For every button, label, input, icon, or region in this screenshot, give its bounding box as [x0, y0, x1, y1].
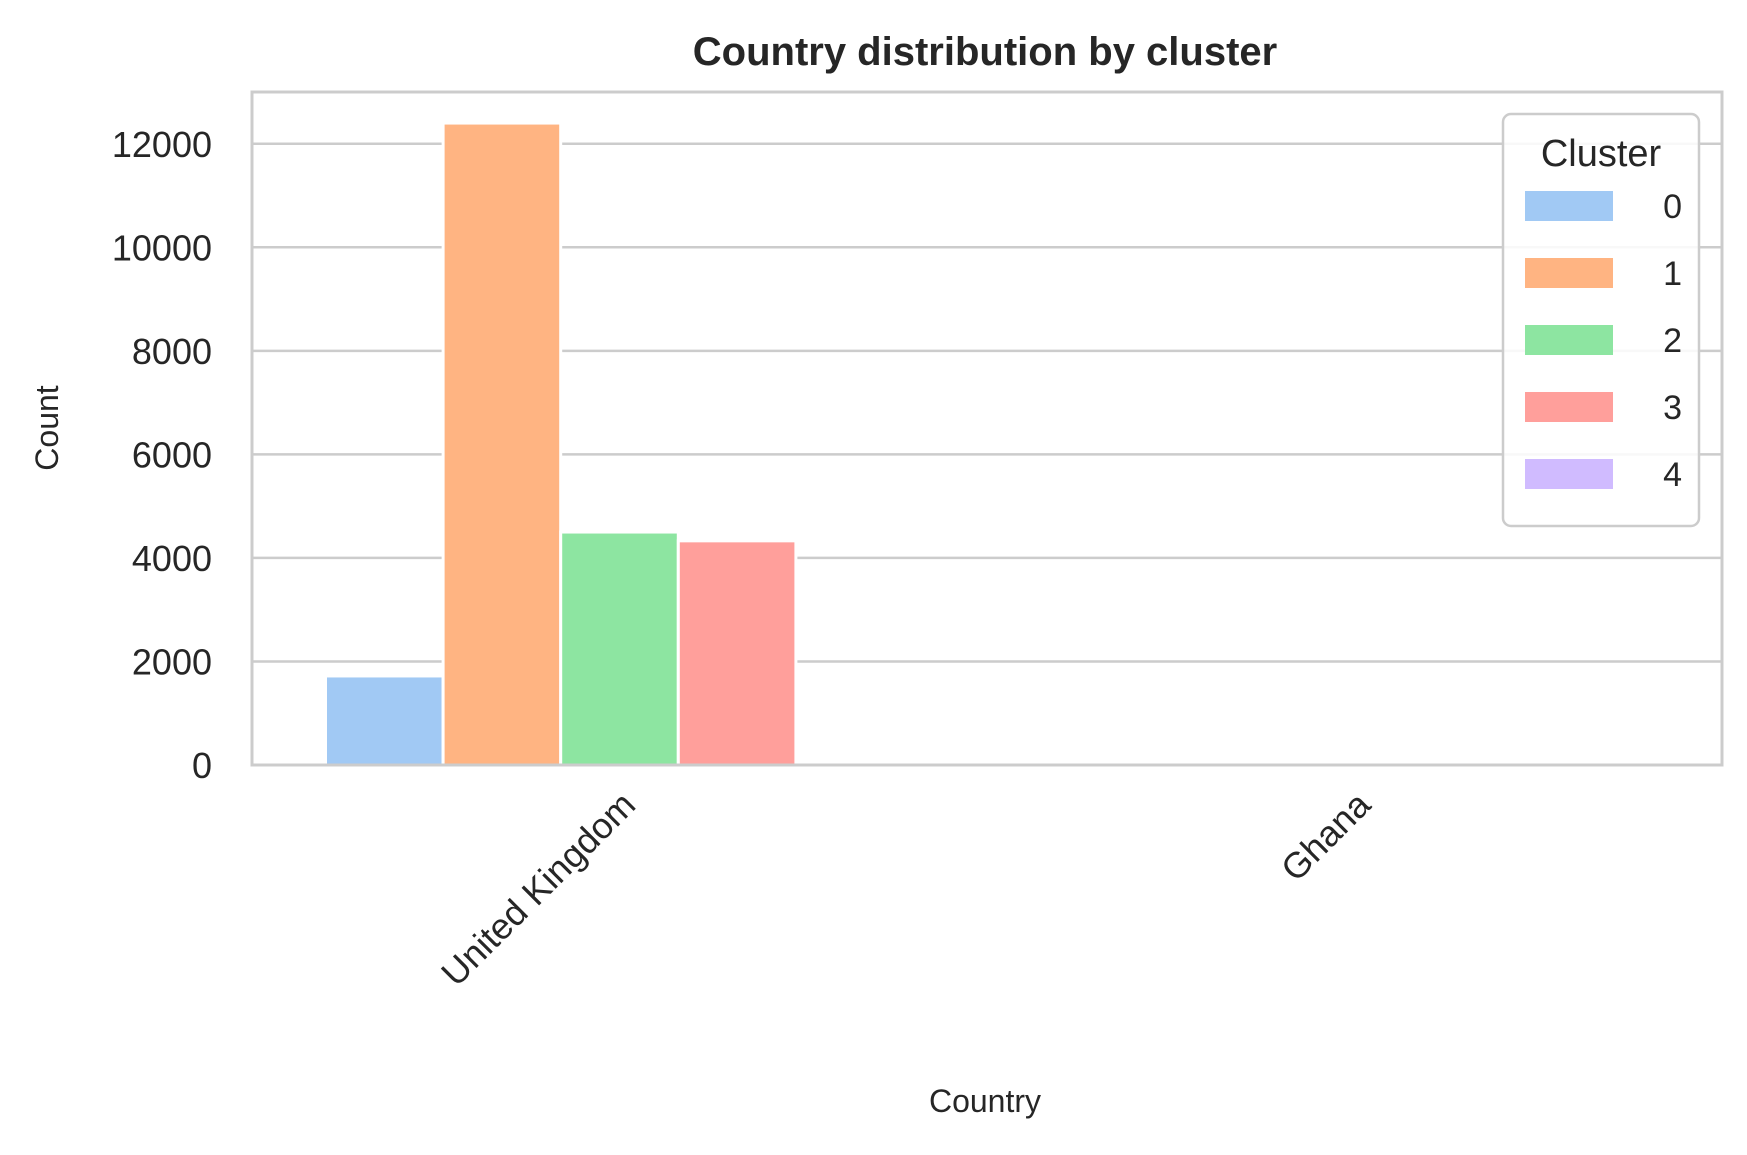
y-tick-label: 12000: [112, 124, 212, 165]
legend-label: 0: [1663, 188, 1682, 226]
legend-swatch: [1525, 258, 1613, 288]
bars: [324, 121, 798, 767]
legend-swatch: [1525, 191, 1613, 221]
y-axis-ticks: 0 2000 4000 6000 8000 10000 12000: [112, 124, 212, 786]
y-tick-label: 4000: [132, 538, 212, 579]
legend-label: 1: [1663, 255, 1682, 293]
y-tick-label: 0: [192, 745, 212, 786]
chart-title: Country distribution by cluster: [693, 30, 1277, 74]
legend-swatch: [1525, 459, 1613, 489]
bar-cluster-0-united-kingdom: [324, 674, 445, 767]
y-tick-label: 6000: [132, 434, 212, 475]
bar-cluster-1-united-kingdom: [441, 121, 563, 767]
y-axis-label: Count: [29, 385, 65, 471]
legend-label: 3: [1663, 389, 1682, 427]
legend: Cluster 0 1 2 3 4: [1501, 112, 1701, 528]
legend-label: 2: [1663, 322, 1682, 360]
legend-title: Cluster: [1541, 133, 1662, 175]
bar-cluster-3-united-kingdom: [676, 539, 798, 767]
legend-items: 0 1 2 3 4: [1525, 188, 1682, 494]
x-tick-label: Ghana: [1273, 783, 1379, 889]
plot-frame: [250, 90, 1724, 767]
legend-swatch: [1525, 325, 1613, 355]
x-axis-label: Country: [929, 1083, 1041, 1119]
x-axis-ticks: United Kingdom Ghana: [433, 783, 1379, 994]
y-tick-label: 8000: [132, 331, 212, 372]
x-tick-label: United Kingdom: [433, 784, 643, 994]
legend-swatch: [1525, 392, 1613, 422]
bar-cluster-2-united-kingdom: [559, 530, 680, 767]
y-tick-label: 10000: [112, 227, 212, 268]
legend-label: 4: [1663, 456, 1682, 494]
y-tick-label: 2000: [132, 641, 212, 682]
